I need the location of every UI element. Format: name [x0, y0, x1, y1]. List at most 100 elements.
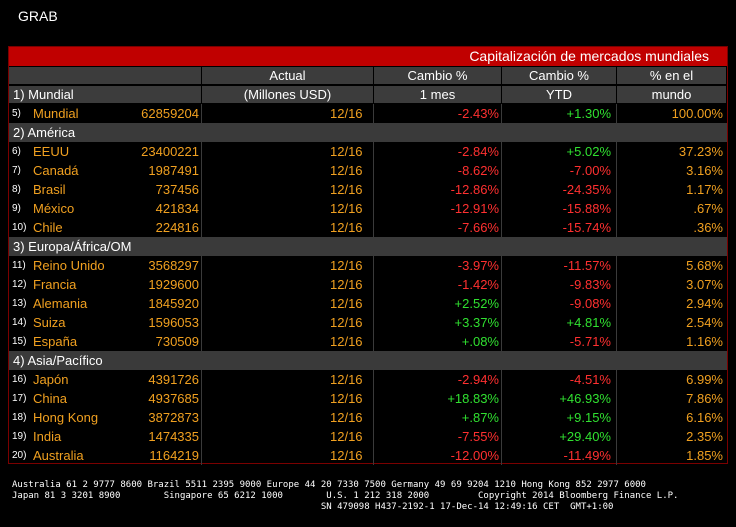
market-name[interactable]: Chile: [33, 220, 63, 235]
market-name[interactable]: Reino Unido: [33, 258, 105, 273]
change-1m: +18.83%: [447, 391, 499, 406]
section-header[interactable]: 2) América: [9, 123, 727, 142]
column-divider: [9, 180, 502, 199]
column-divider: [9, 256, 202, 275]
change-ytd: -11.49%: [563, 448, 611, 463]
column-divider: [9, 161, 202, 180]
change-ytd: +4.81%: [566, 315, 611, 330]
market-name[interactable]: India: [33, 429, 62, 444]
market-name[interactable]: Brasil: [33, 182, 66, 197]
column-divider: [9, 142, 617, 161]
section-label: 2) América: [13, 125, 76, 140]
column-divider: [9, 256, 374, 275]
change-1m: -7.66%: [457, 220, 499, 235]
market-name[interactable]: Mundial: [33, 106, 79, 121]
change-1m: -2.43%: [457, 106, 499, 121]
row-index: 7): [12, 165, 21, 176]
col-header-change-1m[interactable]: Cambio %: [374, 67, 502, 84]
table-row[interactable]: 13) Alemania 1845920 12/16 +2.52% -9.08% 2.94%: [9, 294, 727, 313]
column-divider: [9, 142, 374, 161]
footer-contact-info: Australia 61 2 9777 8600 Brazil 5511 239…: [12, 480, 724, 513]
section-header[interactable]: 4) Asia/Pacífico: [9, 351, 727, 370]
value-date: 12/16: [330, 144, 363, 159]
column-divider: [9, 389, 374, 408]
row-index: 15): [12, 336, 27, 347]
market-cap-value: 421834: [155, 201, 199, 216]
table-row[interactable]: 18) Hong Kong 3872873 12/16 +.87% +9.15% 6.16%: [9, 408, 727, 427]
table-row[interactable]: 19) India 1474335 12/16 -7.55% +29.40% 2.35%: [9, 427, 727, 446]
column-divider: [9, 180, 202, 199]
table-row[interactable]: 6) EEUU 23400221 12/16 -2.84% +5.02% 37.23%: [9, 142, 727, 161]
column-divider: [9, 389, 617, 408]
column-divider: [9, 218, 502, 237]
column-divider: [9, 218, 374, 237]
section-header[interactable]: 3) Europa/África/OM: [9, 237, 727, 256]
column-divider: [9, 332, 374, 351]
market-cap-value: 1474335: [148, 429, 199, 444]
column-divider: [9, 313, 617, 332]
table-row[interactable]: 12) Francia 1929600 12/16 -1.42% -9.83% 3.07%: [9, 275, 727, 294]
market-name[interactable]: EEUU: [33, 144, 70, 159]
header-row-1: Actual Cambio % Cambio % % en el: [9, 66, 727, 85]
column-divider: [9, 370, 374, 389]
column-divider: [9, 275, 617, 294]
row-index: 12): [12, 279, 27, 290]
column-divider: [9, 294, 617, 313]
column-divider: [9, 370, 502, 389]
column-divider: [9, 104, 202, 123]
market-cap-value: 4937685: [148, 391, 199, 406]
col-header-share[interactable]: % en el: [617, 67, 727, 84]
market-name[interactable]: Alemania: [33, 296, 88, 311]
column-divider: [9, 332, 617, 351]
col-subheader-change-1m: 1 mes: [374, 86, 502, 103]
market-name[interactable]: México: [33, 201, 75, 216]
change-ytd: +5.02%: [566, 144, 611, 159]
header-blank: [9, 67, 202, 84]
market-name[interactable]: Suiza: [33, 315, 66, 330]
column-divider: [9, 370, 202, 389]
table-row[interactable]: 15) España 730509 12/16 +.08% -5.71% 1.16%: [9, 332, 727, 351]
table-row[interactable]: 14) Suiza 1596053 12/16 +3.37% +4.81% 2.54%: [9, 313, 727, 332]
table-row[interactable]: 8) Brasil 737456 12/16 -12.86% -24.35% 1.17%: [9, 180, 727, 199]
market-name[interactable]: Canadá: [33, 163, 79, 178]
col-header-change-ytd[interactable]: Cambio %: [502, 67, 617, 84]
column-divider: [9, 446, 617, 465]
table-row[interactable]: 10) Chile 224816 12/16 -7.66% -15.74% .36%: [9, 218, 727, 237]
column-divider: [9, 332, 202, 351]
value-date: 12/16: [330, 315, 363, 330]
market-name[interactable]: Hong Kong: [33, 410, 99, 425]
section-title-mundial[interactable]: 1) Mundial: [9, 86, 202, 103]
market-name[interactable]: Francia: [33, 277, 77, 292]
row-index: 16): [12, 374, 27, 385]
market-name[interactable]: España: [33, 334, 78, 349]
market-name[interactable]: China: [33, 391, 67, 406]
change-1m: -12.91%: [450, 201, 499, 216]
change-ytd: -4.51%: [569, 372, 611, 387]
column-divider: [9, 161, 502, 180]
table-row[interactable]: 9) México 421834 12/16 -12.91% -15.88% .67%: [9, 199, 727, 218]
column-divider: [9, 446, 374, 465]
row-index: 8): [12, 184, 21, 195]
column-divider: [9, 199, 617, 218]
column-divider: [9, 256, 617, 275]
market-name[interactable]: Japón: [33, 372, 69, 387]
table-row[interactable]: 17) China 4937685 12/16 +18.83% +46.93% 7.86%: [9, 389, 727, 408]
table-row[interactable]: 7) Canadá 1987491 12/16 -8.62% -7.00% 3.16%: [9, 161, 727, 180]
table-row[interactable]: 20) Australia 1164219 12/16 -12.00% -11.49% 1.…: [9, 446, 727, 465]
column-divider: [9, 218, 617, 237]
world-share: 7.86%: [686, 391, 723, 406]
table-row[interactable]: 16) Japón 4391726 12/16 -2.94% -4.51% 6.99%: [9, 370, 727, 389]
column-divider: [9, 104, 502, 123]
table-row[interactable]: 5) Mundial 62859204 12/16 -2.43% +1.30% 100.00…: [9, 104, 727, 123]
world-share: 100.00%: [671, 106, 723, 121]
footer-line-2: Japan 81 3 3201 8900 Singapore 65 6212 1…: [12, 491, 679, 501]
row-index: 17): [12, 393, 27, 404]
market-name[interactable]: Australia: [33, 448, 84, 463]
value-date: 12/16: [330, 163, 363, 178]
col-header-actual[interactable]: Actual: [202, 67, 374, 84]
market-cap-value: 224816: [155, 220, 199, 235]
table-row[interactable]: 11) Reino Unido 3568297 12/16 -3.97% -11.57% 5…: [9, 256, 727, 275]
column-divider: [9, 389, 502, 408]
column-divider: [9, 275, 374, 294]
column-divider: [9, 180, 374, 199]
